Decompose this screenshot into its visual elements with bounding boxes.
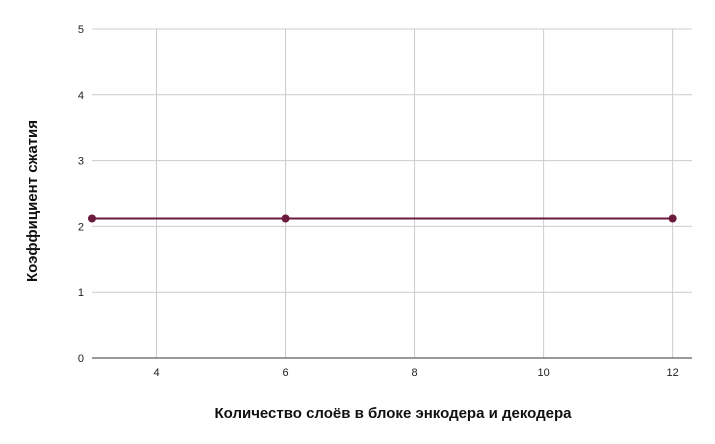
y-tick-label: 3 [78, 156, 84, 168]
y-tick-label: 0 [78, 353, 84, 365]
y-axis-title: Коэффициент сжатия [24, 120, 41, 282]
x-tick-label: 8 [412, 367, 418, 379]
y-tick-label: 1 [78, 287, 84, 299]
data-point [88, 214, 96, 223]
x-tick-label: 4 [153, 367, 159, 379]
data-point [281, 214, 290, 223]
x-tick-label: 6 [282, 367, 288, 379]
x-tick-label: 12 [667, 367, 679, 379]
grid [92, 28, 692, 358]
x-axis-title: Количество слоёв в блоке энкодера и деко… [215, 405, 573, 422]
x-tick-label: 10 [537, 367, 549, 379]
y-tick-label: 2 [78, 221, 84, 233]
y-tick-label: 4 [78, 90, 84, 102]
y-tick-label: 5 [78, 24, 84, 36]
series [88, 214, 677, 223]
data-point [668, 214, 677, 223]
